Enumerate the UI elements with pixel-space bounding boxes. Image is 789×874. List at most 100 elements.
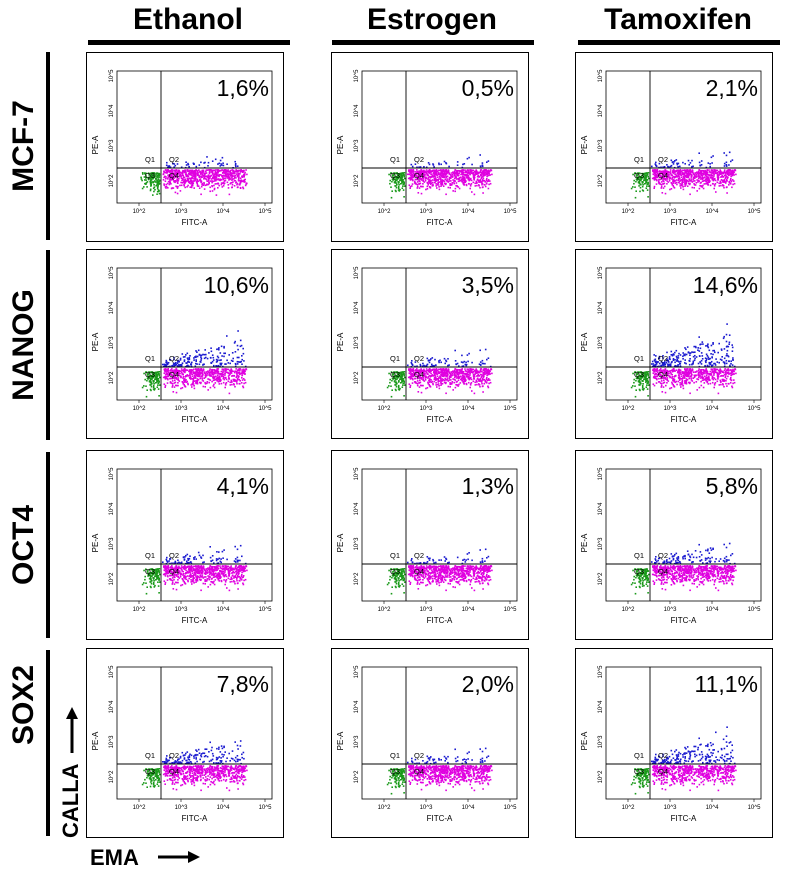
data-point <box>173 364 175 367</box>
data-point <box>663 166 666 168</box>
data-point <box>196 382 199 385</box>
data-point <box>706 179 709 182</box>
data-point <box>167 180 170 183</box>
data-point <box>156 373 159 376</box>
data-point <box>674 176 676 178</box>
data-point <box>728 181 730 183</box>
data-point <box>213 178 216 180</box>
data-point <box>484 170 486 173</box>
data-point <box>208 371 211 374</box>
data-point <box>701 180 704 183</box>
data-point <box>435 369 438 371</box>
data-point <box>180 363 183 366</box>
data-point <box>638 180 641 182</box>
data-point <box>196 369 198 372</box>
data-point <box>648 185 650 187</box>
data-point <box>669 364 672 367</box>
data-point <box>217 359 219 361</box>
data-point <box>183 385 186 387</box>
data-point <box>408 368 411 371</box>
data-point <box>216 374 219 377</box>
data-point <box>227 380 230 383</box>
data-point <box>173 166 175 168</box>
data-point <box>390 385 392 387</box>
data-point <box>215 358 218 361</box>
data-point <box>464 368 466 370</box>
data-point <box>185 169 187 172</box>
data-point <box>476 181 478 184</box>
data-point <box>164 186 167 188</box>
data-point <box>207 183 209 186</box>
data-point <box>200 359 202 361</box>
data-point <box>443 172 446 175</box>
data-point <box>668 180 671 182</box>
data-point <box>235 368 237 370</box>
data-point <box>435 169 438 172</box>
data-point <box>145 172 147 174</box>
data-point <box>723 165 726 167</box>
data-point <box>158 374 160 377</box>
x-tick-label: 10^2 <box>378 406 391 412</box>
data-point <box>450 379 452 381</box>
data-point <box>196 185 199 187</box>
data-point <box>476 170 478 173</box>
data-point <box>217 372 219 375</box>
data-point <box>407 376 410 379</box>
data-point <box>208 181 210 183</box>
data-point <box>214 169 217 171</box>
data-point <box>690 371 693 373</box>
data-point <box>196 374 198 376</box>
data-point <box>454 349 456 352</box>
data-point <box>234 164 237 166</box>
data-point <box>399 179 402 181</box>
data-point <box>489 370 491 373</box>
data-point <box>394 189 397 192</box>
data-point <box>422 362 424 365</box>
data-point <box>150 174 153 176</box>
data-point <box>427 381 429 384</box>
data-point <box>221 172 224 174</box>
data-point <box>417 173 420 175</box>
data-point <box>388 372 390 375</box>
data-point <box>445 374 447 377</box>
data-point <box>478 171 481 174</box>
data-point <box>682 358 684 360</box>
data-point <box>665 361 668 364</box>
data-point <box>425 176 427 178</box>
data-point <box>420 178 423 180</box>
y-tick-label: 10^2 <box>109 174 115 187</box>
data-point <box>449 187 451 189</box>
data-point <box>173 356 175 359</box>
data-point <box>470 183 473 185</box>
data-point <box>174 369 176 372</box>
data-point <box>419 172 421 174</box>
data-point <box>637 172 639 174</box>
data-point <box>193 359 195 361</box>
data-point <box>201 379 204 381</box>
data-point <box>717 179 719 181</box>
data-point <box>482 172 485 174</box>
data-point <box>693 184 696 186</box>
data-point <box>190 376 192 379</box>
data-point <box>182 376 185 378</box>
data-point <box>464 370 467 372</box>
data-point <box>200 356 202 358</box>
data-point <box>208 374 210 376</box>
y-axis-title: PE-A <box>336 135 345 154</box>
data-point <box>424 171 427 174</box>
data-point <box>699 377 702 379</box>
data-point <box>411 178 414 181</box>
data-point <box>489 170 491 173</box>
data-point <box>225 371 228 374</box>
data-point <box>155 375 158 378</box>
data-point <box>718 185 721 187</box>
data-point <box>208 378 211 381</box>
data-point <box>170 370 172 372</box>
data-point <box>669 172 672 175</box>
data-point <box>482 173 484 175</box>
data-point <box>184 169 186 171</box>
data-point <box>410 377 412 379</box>
data-point <box>162 179 165 181</box>
data-point <box>680 176 683 179</box>
data-point <box>724 173 727 175</box>
